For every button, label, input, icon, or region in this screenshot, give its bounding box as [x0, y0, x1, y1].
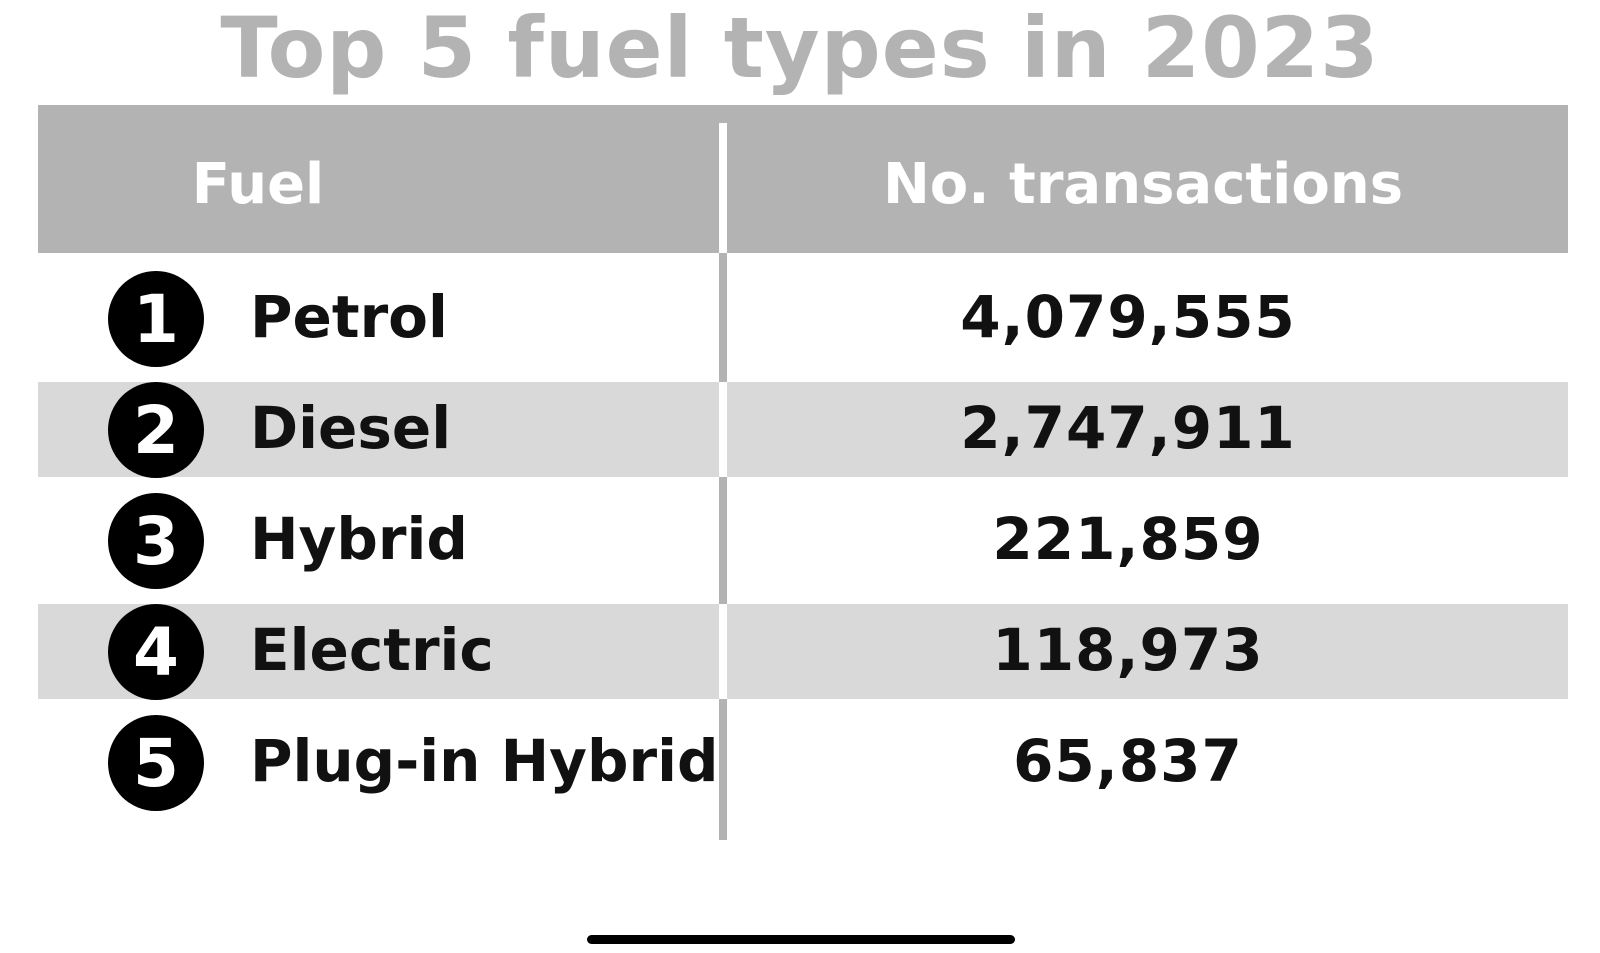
- table-row: 1 Petrol 4,079,555: [38, 270, 1568, 367]
- fuel-name: Diesel: [250, 393, 452, 462]
- row-band: [38, 604, 1568, 699]
- fuel-table: Fuel No. transactions 1 Petrol 4,079,555 2 D…: [38, 105, 1568, 840]
- rank-badge: 1: [108, 270, 204, 367]
- header-divider: [719, 123, 727, 253]
- fuel-name: Hybrid: [250, 504, 468, 573]
- table-row: 3 Hybrid 221,859: [38, 492, 1568, 589]
- fuel-name: Plug-in Hybrid: [250, 726, 719, 795]
- transactions-value: 221,859: [992, 504, 1264, 573]
- transactions-value: 2,747,911: [960, 393, 1296, 462]
- fuel-name: Petrol: [250, 282, 448, 351]
- rank-badge: 3: [108, 492, 204, 589]
- divider-gap: [719, 382, 727, 477]
- column-header-fuel: Fuel: [191, 152, 325, 217]
- table-header: Fuel No. transactions: [38, 105, 1568, 253]
- home-indicator[interactable]: [587, 935, 1015, 944]
- table-row: 5 Plug-in Hybrid 65,837: [38, 714, 1568, 811]
- rank-badge: 5: [108, 714, 204, 811]
- table-row: 4 Electric 118,973: [38, 603, 1568, 700]
- row-band: [38, 382, 1568, 477]
- rank-badge: 4: [108, 603, 204, 700]
- rank-badge: 2: [108, 381, 204, 478]
- chart-title: Top 5 fuel types in 2023: [220, 0, 1380, 97]
- table-row: 2 Diesel 2,747,911: [38, 381, 1568, 478]
- transactions-value: 118,973: [992, 615, 1264, 684]
- transactions-value: 4,079,555: [960, 282, 1296, 351]
- divider-gap: [719, 604, 727, 699]
- column-divider: [719, 253, 727, 840]
- column-header-transactions: No. transactions: [882, 152, 1404, 217]
- fuel-name: Electric: [250, 615, 494, 684]
- transactions-value: 65,837: [1013, 726, 1243, 795]
